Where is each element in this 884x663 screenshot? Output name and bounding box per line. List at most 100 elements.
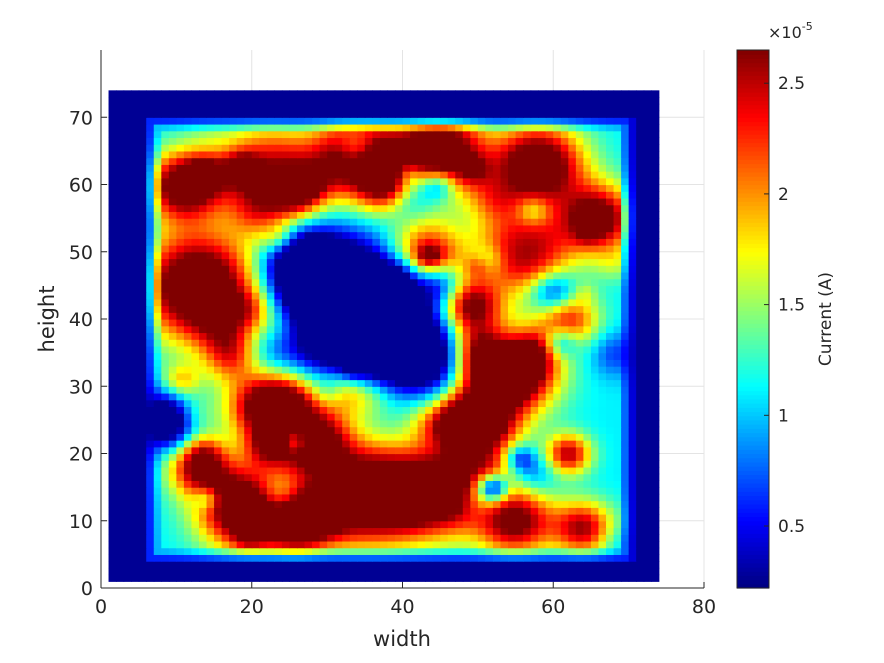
heatmap-cell bbox=[214, 527, 223, 535]
heatmap-cell bbox=[508, 218, 517, 226]
heatmap-cell bbox=[492, 345, 502, 354]
heatmap-cell bbox=[349, 123, 358, 132]
heatmap-cell bbox=[236, 130, 245, 139]
heatmap-cell bbox=[560, 547, 569, 555]
heatmap-cell bbox=[553, 406, 562, 414]
heatmap-cell bbox=[342, 500, 351, 508]
heatmap-cell bbox=[575, 399, 584, 408]
heatmap-cell bbox=[440, 265, 449, 273]
heatmap-cell bbox=[636, 278, 645, 286]
heatmap-cell bbox=[296, 433, 306, 441]
heatmap-cell bbox=[613, 238, 622, 246]
heatmap-cell bbox=[168, 527, 177, 535]
heatmap-cell bbox=[477, 245, 487, 253]
heatmap-cell bbox=[176, 554, 185, 562]
heatmap-cell bbox=[138, 466, 147, 475]
heatmap-cell bbox=[432, 271, 441, 280]
heatmap-cell bbox=[515, 271, 524, 280]
heatmap-cell bbox=[274, 453, 283, 461]
heatmap-cell bbox=[236, 473, 245, 481]
heatmap-cell bbox=[334, 527, 343, 535]
heatmap-cell bbox=[500, 224, 509, 233]
heatmap-cell bbox=[281, 466, 291, 475]
heatmap-cell bbox=[304, 567, 313, 576]
heatmap-cell bbox=[598, 345, 607, 354]
heatmap-cell bbox=[606, 332, 615, 340]
heatmap-cell bbox=[379, 265, 389, 273]
heatmap-cell bbox=[440, 487, 449, 495]
heatmap-cell bbox=[153, 372, 162, 381]
heatmap-cell bbox=[327, 433, 336, 441]
heatmap-cell bbox=[394, 312, 404, 320]
heatmap-cell bbox=[274, 298, 283, 307]
heatmap-cell bbox=[523, 493, 532, 502]
heatmap-cell bbox=[334, 413, 343, 421]
heatmap-cell bbox=[425, 191, 434, 199]
heatmap-cell bbox=[327, 561, 336, 569]
heatmap-cell bbox=[176, 487, 185, 495]
heatmap-cell bbox=[229, 554, 238, 562]
heatmap-cell bbox=[447, 426, 456, 434]
heatmap-cell bbox=[281, 534, 291, 542]
heatmap-cell bbox=[334, 453, 343, 461]
heatmap-cell bbox=[515, 251, 524, 260]
heatmap-cell bbox=[289, 426, 298, 434]
heatmap-cell bbox=[168, 231, 177, 239]
heatmap-cell bbox=[251, 366, 260, 374]
heatmap-cell bbox=[560, 238, 569, 246]
heatmap-cell bbox=[440, 534, 449, 542]
heatmap-cell bbox=[538, 392, 547, 401]
heatmap-cell bbox=[394, 440, 404, 448]
heatmap-cell bbox=[643, 271, 652, 280]
heatmap-cell bbox=[108, 231, 117, 239]
heatmap-cell bbox=[266, 574, 275, 582]
heatmap-cell bbox=[606, 130, 615, 139]
heatmap-cell bbox=[651, 137, 660, 145]
heatmap-cell bbox=[153, 332, 162, 340]
heatmap-cell bbox=[251, 319, 260, 327]
heatmap-cell bbox=[146, 440, 155, 448]
heatmap-cell bbox=[349, 466, 358, 475]
heatmap-cell bbox=[568, 157, 577, 165]
heatmap-cell bbox=[410, 339, 419, 347]
heatmap-cell bbox=[508, 150, 517, 159]
heatmap-cell bbox=[417, 466, 426, 475]
heatmap-cell bbox=[206, 500, 215, 508]
heatmap-cell bbox=[138, 137, 147, 145]
heatmap-cell bbox=[168, 278, 177, 286]
heatmap-cell bbox=[236, 265, 245, 273]
heatmap-cell bbox=[575, 366, 584, 374]
heatmap-cell bbox=[447, 184, 456, 192]
heatmap-cell bbox=[643, 177, 652, 186]
heatmap-cell bbox=[108, 352, 117, 360]
heatmap-cell bbox=[183, 265, 193, 273]
heatmap-cell bbox=[327, 164, 336, 172]
heatmap-cell bbox=[568, 251, 577, 260]
heatmap-cell bbox=[613, 197, 622, 206]
heatmap-cell bbox=[334, 547, 343, 555]
heatmap-cell bbox=[251, 547, 260, 555]
heatmap-cell bbox=[183, 554, 193, 562]
heatmap-cell bbox=[636, 554, 645, 562]
heatmap-cell bbox=[485, 258, 494, 266]
heatmap-cell bbox=[598, 520, 607, 529]
heatmap-cell bbox=[590, 534, 600, 542]
heatmap-cell bbox=[168, 184, 177, 192]
heatmap-cell bbox=[515, 406, 524, 414]
heatmap-cell bbox=[530, 258, 539, 266]
heatmap-cell bbox=[176, 399, 185, 408]
heatmap-cell bbox=[357, 574, 366, 582]
heatmap-cell bbox=[575, 245, 584, 253]
heatmap-cell bbox=[304, 433, 313, 441]
heatmap-cell bbox=[236, 366, 245, 374]
heatmap-cell bbox=[327, 191, 336, 199]
heatmap-cell bbox=[183, 493, 193, 502]
heatmap-cell bbox=[319, 258, 328, 266]
heatmap-cell bbox=[138, 520, 147, 529]
heatmap-cell bbox=[289, 339, 298, 347]
heatmap-cell bbox=[372, 184, 381, 192]
heatmap-cell bbox=[349, 372, 358, 381]
heatmap-cell bbox=[523, 218, 532, 226]
heatmap-cell bbox=[198, 554, 208, 562]
heatmap-cell bbox=[161, 527, 170, 535]
